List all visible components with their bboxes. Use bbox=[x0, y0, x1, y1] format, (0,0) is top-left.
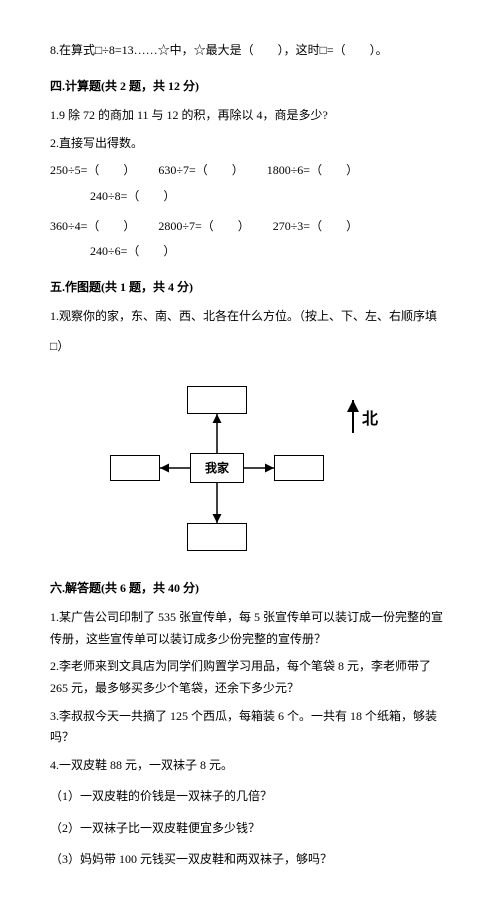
calc-1b: 630÷7=（ ） bbox=[158, 160, 243, 182]
s6-sub3: （3）妈妈带 100 元钱买一双皮鞋和两双袜子，够吗？ bbox=[50, 849, 450, 871]
calc-2b: 2800÷7=（ ） bbox=[158, 216, 249, 238]
s6-q4: 4.一双皮鞋 88 元，一双袜子 8 元。 bbox=[50, 755, 450, 777]
calc-2d: 240÷6=（ ） bbox=[90, 241, 175, 263]
s6-sub2: （2）一双袜子比一双皮鞋便宜多少钱？ bbox=[50, 818, 450, 840]
section-5-title: 五.作图题(共 1 题，共 4 分) bbox=[50, 277, 450, 299]
s5-q1-line1: 1.观察你的家，东、南、西、北各在什么方位。（按上、下、左、右顺序填 bbox=[50, 306, 450, 328]
section-6-title: 六.解答题(共 6 题，共 40 分) bbox=[50, 578, 450, 600]
s6-q1: 1.某广告公司印制了 535 张宣传单，每 5 张宣传单可以装订成一份完整的宣传… bbox=[50, 607, 450, 650]
calc-1a: 250÷5=（ ） bbox=[50, 160, 135, 182]
calc-row-2: 360÷4=（ ） 2800÷7=（ ） 270÷3=（ ） bbox=[50, 216, 450, 238]
s4-q2: 2.直接写出得数。 bbox=[50, 133, 450, 155]
calc-2a: 360÷4=（ ） bbox=[50, 216, 135, 238]
calc-row-2d: 240÷6=（ ） bbox=[90, 241, 450, 263]
calc-1d: 240÷8=（ ） bbox=[90, 186, 175, 208]
calc-row-1: 250÷5=（ ） 630÷7=（ ） 1800÷6=（ ） bbox=[50, 160, 450, 182]
s6-q3: 3.李叔叔今天一共摘了 125 个西瓜，每箱装 6 个。一共有 18 个纸箱，够… bbox=[50, 706, 450, 749]
left-box bbox=[110, 455, 160, 481]
question-8: 8.在算式□÷8=13……☆中，☆最大是（ ），这时□=（ ）。 bbox=[50, 40, 450, 62]
direction-diagram: 我家 北 bbox=[110, 378, 370, 558]
top-box bbox=[187, 386, 247, 414]
calc-1c: 1800÷6=（ ） bbox=[267, 160, 358, 182]
calc-row-1d: 240÷8=（ ） bbox=[90, 186, 450, 208]
s6-q2: 2.李老师来到文具店为同学们购置学习用品，每个笔袋 8 元，李老师带了 265 … bbox=[50, 656, 450, 699]
center-box: 我家 bbox=[190, 453, 244, 483]
s4-q1: 1.9 除 72 的商加 11 与 12 的积，再除以 4，商是多少? bbox=[50, 105, 450, 127]
north-label: 北 bbox=[362, 406, 378, 435]
calc-2c: 270÷3=（ ） bbox=[273, 216, 358, 238]
section-4-title: 四.计算题(共 2 题，共 12 分) bbox=[50, 76, 450, 98]
bottom-box bbox=[187, 523, 247, 551]
s6-sub1: （1）一双皮鞋的价钱是一双袜子的几倍？ bbox=[50, 786, 450, 808]
s5-q1-line2: □） bbox=[50, 336, 450, 358]
right-box bbox=[274, 455, 324, 481]
